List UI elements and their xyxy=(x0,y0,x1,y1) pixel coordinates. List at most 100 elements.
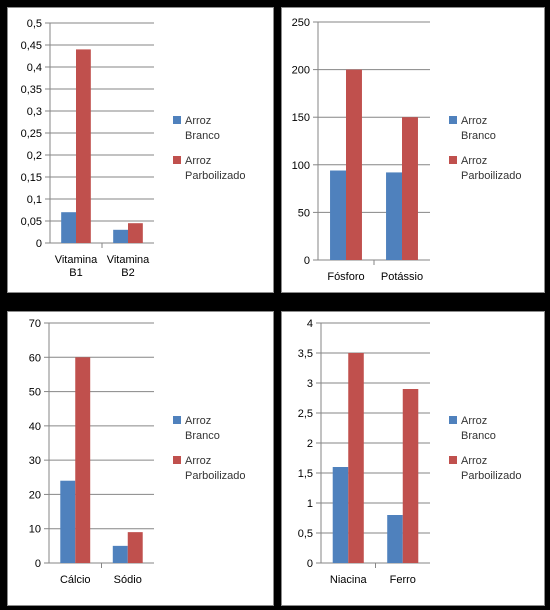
y-tick-label: 0 xyxy=(307,558,313,570)
legend-label-line: Arroz xyxy=(185,115,211,127)
bar xyxy=(387,515,403,563)
legend-label: Arroz Parboilizado xyxy=(185,155,246,182)
chart-panel-calcio-sodio: 0 10 20 30 40 50 60 70 Cálcio Sódio Arroz Branco Arr… xyxy=(7,311,274,606)
legend-label-line: Arroz xyxy=(461,415,487,427)
legend-label: Arroz Branco xyxy=(461,115,496,142)
y-tick-label: 70 xyxy=(29,318,41,330)
legend-swatch xyxy=(449,116,457,124)
legend-label-line: Parboilizado xyxy=(185,470,246,482)
x-category-label: Niacina xyxy=(330,574,368,586)
legend-swatch xyxy=(449,416,457,424)
y-tick-label: 50 xyxy=(298,207,310,219)
x-category-label: Sódio xyxy=(114,574,142,586)
legend-swatch xyxy=(449,156,457,164)
x-category-label-line: Vitamina xyxy=(107,254,150,266)
legend-label-line: Arroz xyxy=(461,455,487,467)
legend-label-line: Branco xyxy=(461,130,496,142)
legend-label-line: Arroz xyxy=(185,415,211,427)
bar xyxy=(60,480,76,563)
y-tick-label: 0,3 xyxy=(27,106,42,118)
legend-label-line: Arroz xyxy=(185,155,211,167)
x-category-label-line: Ferro xyxy=(390,574,416,586)
bar xyxy=(386,172,402,260)
x-category-label-line: B1 xyxy=(69,267,82,279)
y-tick-label: 0,5 xyxy=(27,18,42,30)
bar xyxy=(128,223,143,243)
y-tick-label: 250 xyxy=(292,17,310,29)
x-category-label: Potássio xyxy=(381,271,423,283)
y-tick-label: 200 xyxy=(292,65,310,77)
bar xyxy=(127,532,143,563)
y-tick-label: 40 xyxy=(29,421,41,433)
bar xyxy=(402,389,419,563)
legend-label: Arroz Parboilizado xyxy=(461,155,522,182)
y-tick-label: 1 xyxy=(307,498,313,510)
y-tick-label: 0 xyxy=(304,255,310,267)
chart-svg: 0 0,05 0,1 0,15 0,2 0,25 0,3 0,35 0,4 0,45 0,5 Vita… xyxy=(21,18,246,279)
legend-label-line: Arroz xyxy=(461,155,487,167)
legend-label: Arroz Parboilizado xyxy=(185,455,246,482)
legend-swatch xyxy=(173,456,181,464)
x-category-label-line: Vitamina xyxy=(55,254,98,266)
y-tick-label: 0,25 xyxy=(21,128,42,140)
bar xyxy=(330,170,346,260)
legend-label-line: Arroz xyxy=(461,115,487,127)
y-tick-label: 0,4 xyxy=(27,62,42,74)
chart-panel-fosforo-potassio: 0 50 100 150 200 250 Fósforo Potássio Arroz Branc… xyxy=(281,7,545,293)
legend-label-line: Branco xyxy=(185,130,220,142)
y-tick-label: 0,15 xyxy=(21,172,42,184)
x-category-label: Cálcio xyxy=(60,574,91,586)
y-tick-label: 1,5 xyxy=(298,468,313,480)
legend-label-line: Branco xyxy=(461,430,496,442)
bar xyxy=(348,353,364,563)
bar xyxy=(332,467,349,563)
y-tick-label: 4 xyxy=(307,318,313,330)
y-tick-label: 0,2 xyxy=(27,150,42,162)
legend-swatch xyxy=(173,416,181,424)
y-tick-label: 0 xyxy=(36,238,42,250)
y-tick-label: 0,1 xyxy=(27,194,42,206)
legend-label-line: Arroz xyxy=(185,455,211,467)
x-category-label-line: Fósforo xyxy=(327,271,364,283)
y-tick-label: 30 xyxy=(29,455,41,467)
legend-label-line: Parboilizado xyxy=(461,470,522,482)
legend-label: Arroz Branco xyxy=(185,115,220,142)
y-tick-label: 0,45 xyxy=(21,40,42,52)
x-category-label-line: Sódio xyxy=(114,574,142,586)
x-category-label-line: Cálcio xyxy=(60,574,91,586)
legend-swatch xyxy=(173,156,181,164)
legend-label-line: Parboilizado xyxy=(461,170,522,182)
x-category-label: Vitamina B2 xyxy=(107,254,150,279)
x-category-label-line: Potássio xyxy=(381,271,423,283)
y-tick-label: 2,5 xyxy=(298,408,313,420)
bar xyxy=(402,117,418,260)
chart-panel-vitaminas: 0 0,05 0,1 0,15 0,2 0,25 0,3 0,35 0,4 0,45 0,5 Vita… xyxy=(7,7,274,293)
legend-label: Arroz Branco xyxy=(185,415,220,442)
bar xyxy=(112,545,128,563)
y-tick-label: 0,5 xyxy=(298,528,313,540)
legend-label-line: Branco xyxy=(185,430,220,442)
legend-swatch xyxy=(173,116,181,124)
chart-panel-niacina-ferro: 0 0,5 1 1,5 2 2,5 3 3,5 4 Niacina Ferro Arroz Branco… xyxy=(281,311,545,606)
y-tick-label: 3,5 xyxy=(298,348,313,360)
legend-label: Arroz Parboilizado xyxy=(461,455,522,482)
bar xyxy=(75,357,91,563)
chart-svg: 0 0,5 1 1,5 2 2,5 3 3,5 4 Niacina Ferro Arroz Branco… xyxy=(298,318,522,586)
x-category-label: Fósforo xyxy=(327,271,364,283)
y-tick-label: 0 xyxy=(35,558,41,570)
y-tick-label: 3 xyxy=(307,378,313,390)
x-category-label: Ferro xyxy=(390,574,416,586)
x-category-label-line: B2 xyxy=(121,267,134,279)
y-tick-label: 0,05 xyxy=(21,216,42,228)
y-tick-label: 60 xyxy=(29,352,41,364)
bar xyxy=(61,212,76,243)
x-category-label-line: Niacina xyxy=(330,574,368,586)
x-category-label: Vitamina B1 xyxy=(55,254,98,279)
y-tick-label: 20 xyxy=(29,489,41,501)
y-tick-label: 150 xyxy=(292,112,310,124)
legend-label-line: Parboilizado xyxy=(185,170,246,182)
chart-svg: 0 50 100 150 200 250 Fósforo Potássio Arroz Branc… xyxy=(292,17,522,283)
y-tick-label: 100 xyxy=(292,160,310,172)
bar xyxy=(346,69,362,260)
